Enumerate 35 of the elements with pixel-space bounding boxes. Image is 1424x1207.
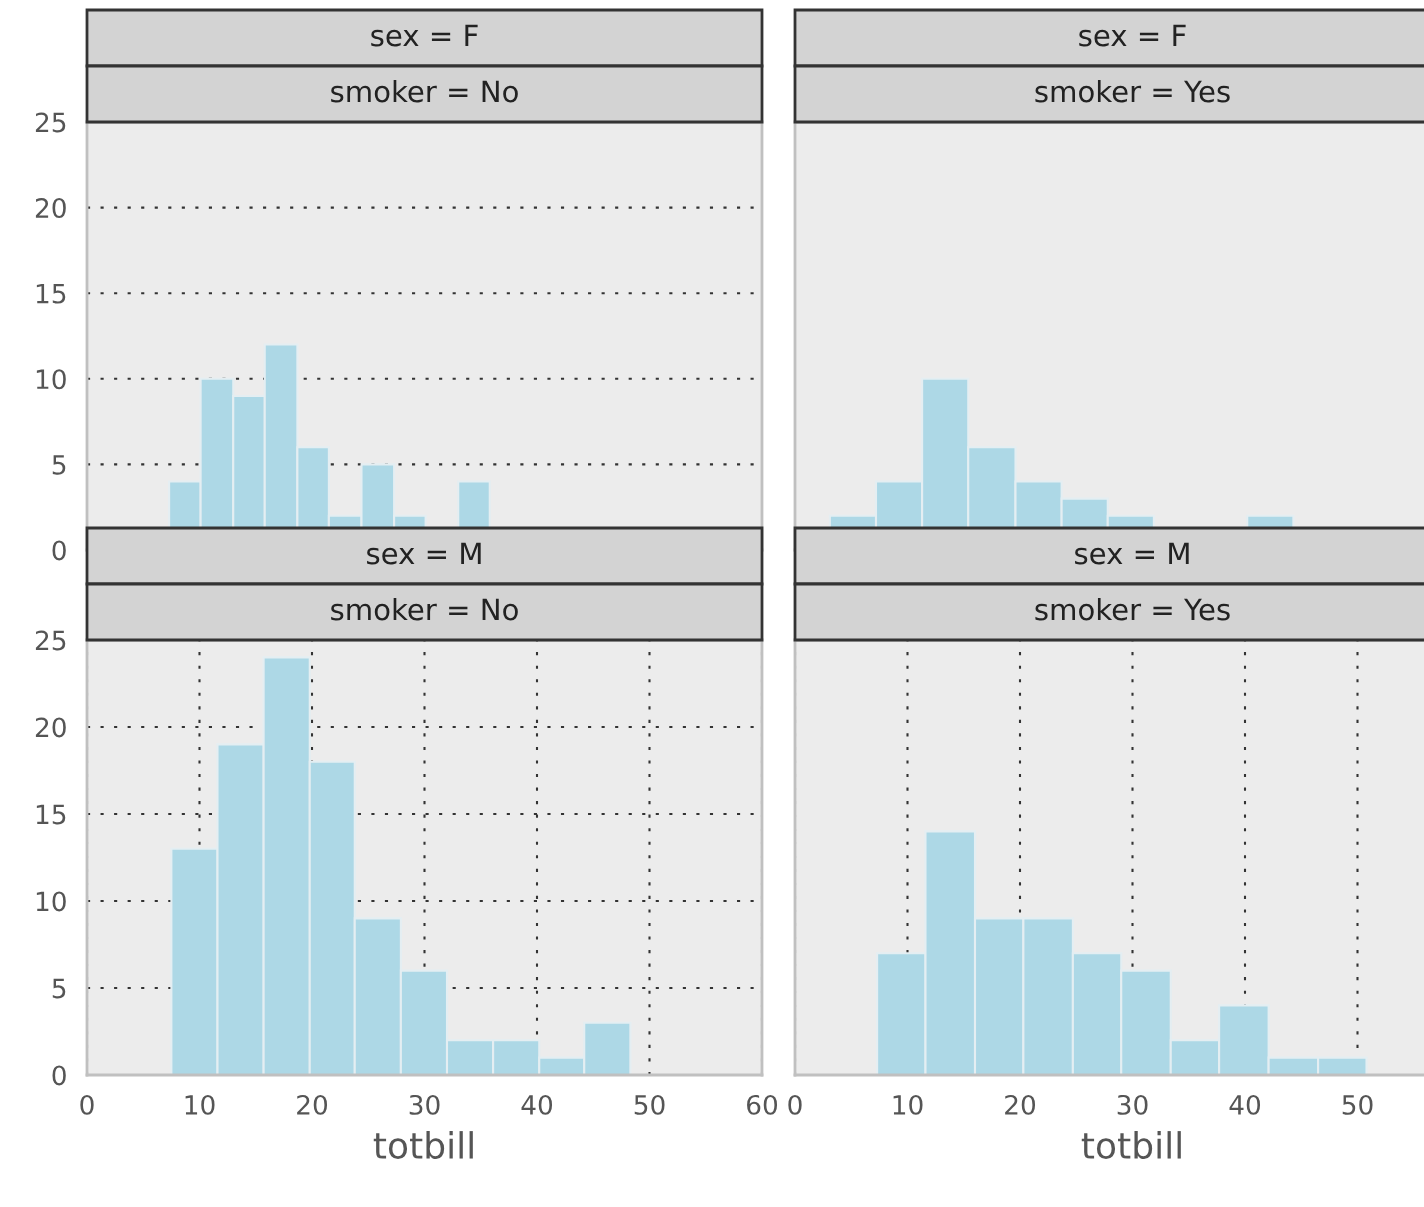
chart-subtitle: smoker = Yes <box>1035 79 1230 103</box>
y-tick-label: 5 <box>52 978 66 999</box>
y-tick-label: 15 <box>36 804 66 825</box>
chart-subtitle: smoker = Yes <box>1035 597 1230 621</box>
y-tick-label: 20 <box>35 717 66 738</box>
x-tick-label: 20 <box>297 1094 328 1115</box>
x-tick-label: 30 <box>409 1094 440 1115</box>
y-tick-label: 25 <box>35 112 66 133</box>
y-tick-label: 20 <box>35 198 66 218</box>
x-axis-title: totbill <box>1081 1131 1181 1160</box>
x-tick-label: 60 <box>747 1094 778 1115</box>
x-tick-label: 40 <box>521 1094 553 1115</box>
x-tick-label: 20 <box>1005 1094 1036 1115</box>
x-tick-label: 10 <box>185 1094 215 1115</box>
y-tick-label: 15 <box>36 283 66 304</box>
x-tick-label: 40 <box>1229 1094 1261 1115</box>
y-tick-label: 5 <box>52 455 66 475</box>
chart-subtitle: smoker = No <box>331 597 518 621</box>
x-tick-label: 0 <box>80 1094 94 1115</box>
x-tick-label: 0 <box>788 1094 802 1115</box>
y-tick-label: 10 <box>36 891 66 912</box>
x-tick-label: 50 <box>1342 1094 1373 1115</box>
y-tick-label: 10 <box>36 369 66 390</box>
x-axis-title: totbill <box>373 1131 473 1160</box>
y-tick-label: 0 <box>52 540 66 561</box>
x-tick-label: 50 <box>634 1094 665 1115</box>
y-tick-label: 25 <box>35 630 66 651</box>
x-tick-label: 10 <box>893 1094 923 1115</box>
y-tick-label: 0 <box>52 1065 66 1086</box>
chart-title: sex = F <box>1079 24 1186 47</box>
chart-title: sex = M <box>367 542 481 565</box>
chart-title: sex = M <box>1075 542 1189 565</box>
x-tick-label: 30 <box>1117 1094 1148 1115</box>
chart-subtitle: smoker = No <box>331 79 518 103</box>
chart-title: sex = F <box>371 24 478 47</box>
